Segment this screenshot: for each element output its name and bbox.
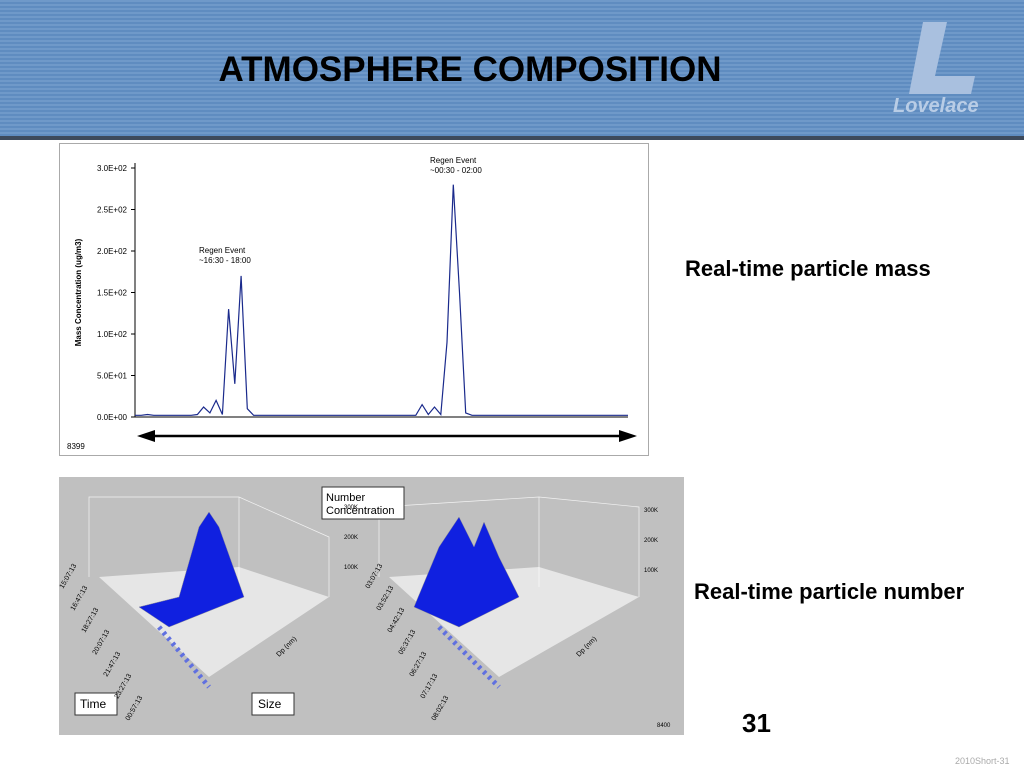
time-label: Time [80,697,107,711]
z-tick: 300K [344,505,358,511]
z-tick: 200K [644,538,658,544]
annotation-time: ~16:30 - 18:00 [199,256,251,265]
legend-title: Number Concentration [326,492,395,517]
z-tick: 100K [644,568,658,574]
annotation-time: ~00:30 - 02:00 [430,166,482,175]
y-tick-label: 2.5E+02 [97,206,128,215]
y-axis-label: Mass Concentration (ug/m3) [74,238,83,346]
mass-line [135,184,628,416]
y-tick-label: 5.0E+01 [97,372,128,381]
header-band [0,0,1024,140]
y-tick-label: 2.0E+02 [97,247,128,256]
z-tick: 200K [344,535,358,541]
size-label: Size [258,697,282,711]
slide-title: ATMOSPHERE COMPOSITION [218,50,722,89]
footer: 2010Short-31 [955,756,1010,766]
figure-id: 8400 [657,723,671,729]
figure-id: 8399 [67,442,85,451]
z-tick: 300K [644,508,658,514]
y-tick-label: 1.0E+02 [97,330,128,339]
y-tick-label: 0.0E+00 [97,413,128,422]
y-tick-label: 3.0E+02 [97,164,128,173]
arrow-head-right [619,430,637,442]
annotation-title: Regen Event [199,246,246,255]
mass-chart: 0.0E+00 5.0E+01 1.0E+02 1.5E+02 2.0E+02 2.5E+… [59,143,649,456]
annotation-title: Regen Event [430,156,477,165]
z-tick: 100K [344,565,358,571]
number-label: Real-time particle number [694,579,965,604]
logo-text: Lovelace [893,95,979,117]
logo-mark [909,22,975,94]
y-tick-label: 1.5E+02 [97,289,128,298]
mass-label: Real-time particle mass [685,256,931,281]
page-number: 31 [742,708,771,738]
arrow-head-left [137,430,155,442]
